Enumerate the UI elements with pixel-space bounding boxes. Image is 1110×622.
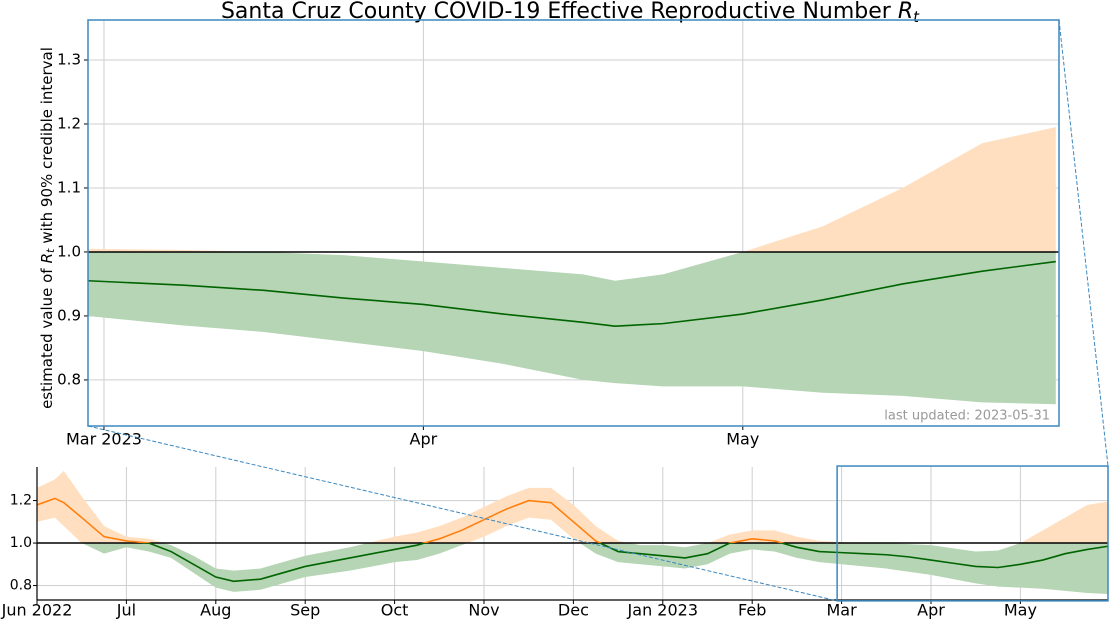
x-tick-label: Jun 2022 bbox=[1, 601, 73, 620]
x-tick-label: Mar bbox=[826, 601, 857, 620]
ylabel-before: estimated value of bbox=[38, 268, 56, 409]
x-tick-label: Nov bbox=[468, 601, 499, 620]
axes-frame bbox=[87, 19, 1060, 427]
y-tick-label: 1.2 bbox=[57, 114, 81, 132]
zoom-connector bbox=[87, 425, 838, 602]
rt-line-below bbox=[140, 543, 1108, 583]
annotation: last updated: 2023-05-31 bbox=[884, 409, 1050, 424]
y-tick-label: 1.2 bbox=[10, 493, 32, 509]
x-tick-label: Aug bbox=[200, 601, 231, 620]
y-tick-label: 1.3 bbox=[57, 50, 81, 68]
x-tick-label: Jul bbox=[116, 601, 136, 620]
x-tick-label: Mar 2023 bbox=[66, 430, 142, 449]
x-tick-label: Apr bbox=[410, 430, 438, 449]
ylabel-subscript: t bbox=[44, 248, 57, 253]
credible-band-below bbox=[81, 543, 1108, 595]
chart-title: Santa Cruz County COVID-19 Effective Rep… bbox=[221, 0, 920, 26]
credible-band-below bbox=[88, 251, 1056, 405]
y-tick-label: 0.8 bbox=[57, 370, 81, 388]
title-subscript: t bbox=[913, 8, 920, 26]
y-tick-label: 0.9 bbox=[57, 306, 81, 324]
credible-band-above bbox=[37, 470, 1108, 544]
x-tick-label: Sep bbox=[290, 601, 320, 620]
ylabel-after: with 90% credible interval bbox=[38, 47, 56, 244]
x-tick-label: Feb bbox=[738, 601, 766, 620]
rt-line-above bbox=[37, 497, 785, 544]
x-tick-label: May bbox=[726, 430, 759, 449]
y-tick-label: 1.1 bbox=[57, 178, 81, 196]
y-tick-label: 0.8 bbox=[10, 578, 32, 594]
title-symbol: R bbox=[898, 0, 913, 24]
x-tick-label: Apr bbox=[917, 601, 945, 620]
y-tick-label: 1.0 bbox=[57, 242, 81, 260]
x-tick-label: Dec bbox=[558, 601, 589, 620]
ylabel-symbol: R bbox=[38, 253, 56, 263]
credible-band-above bbox=[88, 127, 1056, 252]
x-tick-label: Jan 2023 bbox=[627, 601, 698, 620]
zoom-box bbox=[836, 465, 1109, 602]
x-tick-label: May bbox=[1004, 601, 1037, 620]
y-axis-label: estimated value of Rt with 90% credible in… bbox=[38, 47, 58, 409]
y-tick-label: 1.0 bbox=[10, 535, 32, 551]
rt-line-below bbox=[88, 260, 1056, 327]
x-tick-label: Oct bbox=[381, 601, 409, 620]
zoom-connector bbox=[1058, 19, 1109, 467]
